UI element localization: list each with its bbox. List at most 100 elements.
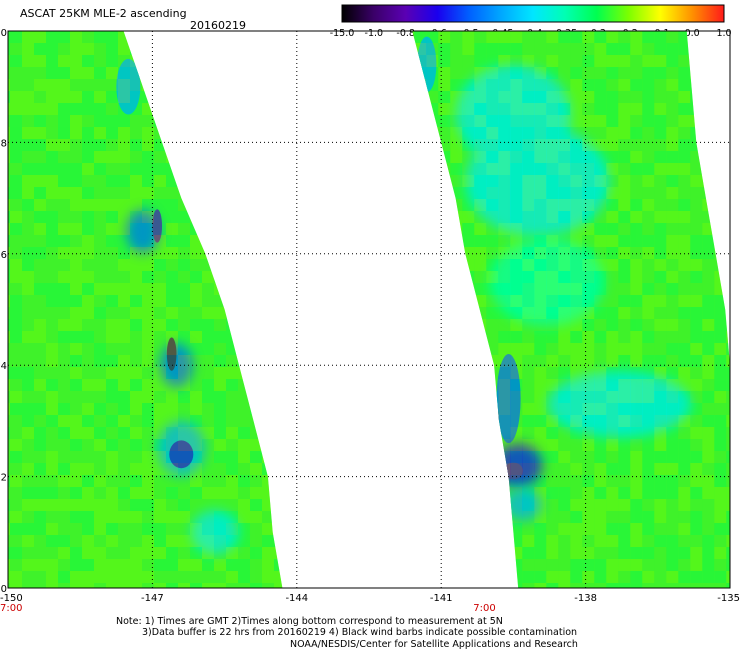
data-cell bbox=[450, 415, 463, 427]
data-cell bbox=[412, 583, 415, 588]
data-cell bbox=[726, 55, 730, 67]
data-cell bbox=[594, 487, 607, 499]
data-cell bbox=[510, 331, 523, 343]
data-cell bbox=[118, 427, 130, 439]
data-cell bbox=[714, 271, 727, 283]
data-cell bbox=[594, 331, 607, 343]
data-cell bbox=[214, 55, 226, 67]
data-cell bbox=[582, 511, 595, 523]
data-cell bbox=[618, 163, 631, 175]
data-cell bbox=[558, 307, 571, 319]
data-cell bbox=[412, 151, 415, 163]
data-cell bbox=[250, 31, 262, 43]
data-cell bbox=[94, 451, 106, 463]
data-cell bbox=[178, 55, 190, 67]
data-cell bbox=[46, 367, 58, 379]
data-cell bbox=[426, 187, 439, 199]
data-cell bbox=[618, 415, 631, 427]
data-cell bbox=[594, 115, 607, 127]
data-cell bbox=[666, 511, 679, 523]
data-cell bbox=[498, 31, 511, 43]
data-cell bbox=[702, 43, 715, 55]
data-cell bbox=[214, 535, 226, 547]
data-cell bbox=[510, 475, 523, 487]
data-cell bbox=[414, 115, 427, 127]
data-cell bbox=[412, 523, 415, 535]
data-cell bbox=[558, 367, 571, 379]
data-cell bbox=[474, 295, 487, 307]
data-cell bbox=[82, 247, 94, 259]
data-cell bbox=[214, 475, 226, 487]
data-cell bbox=[465, 125, 610, 238]
data-cell bbox=[702, 535, 715, 547]
data-cell bbox=[534, 439, 547, 451]
data-cell bbox=[522, 127, 535, 139]
data-cell bbox=[166, 355, 178, 367]
data-cell bbox=[486, 463, 499, 475]
data-cell bbox=[274, 379, 283, 391]
data-cell bbox=[262, 379, 274, 391]
data-cell bbox=[582, 259, 595, 271]
data-cell bbox=[412, 559, 415, 571]
data-cell bbox=[106, 211, 118, 223]
data-cell bbox=[486, 175, 499, 187]
data-cell bbox=[486, 391, 499, 403]
data-cell bbox=[594, 295, 607, 307]
data-cell bbox=[250, 307, 262, 319]
data-cell bbox=[522, 523, 535, 535]
data-cell bbox=[570, 115, 583, 127]
data-cell bbox=[558, 259, 571, 271]
data-cell bbox=[70, 307, 82, 319]
data-cell bbox=[250, 139, 262, 151]
data-cell bbox=[546, 259, 559, 271]
data-cell bbox=[10, 31, 22, 43]
data-cell bbox=[178, 91, 190, 103]
data-cell bbox=[642, 343, 655, 355]
data-cell bbox=[690, 259, 703, 271]
data-cell bbox=[250, 55, 262, 67]
data-cell bbox=[190, 475, 202, 487]
data-cell bbox=[474, 211, 487, 223]
data-cell bbox=[726, 211, 730, 223]
data-cell bbox=[82, 307, 94, 319]
data-cell bbox=[714, 367, 727, 379]
data-cell bbox=[654, 199, 667, 211]
data-cell bbox=[594, 415, 607, 427]
data-cell bbox=[726, 523, 730, 535]
data-cell bbox=[202, 211, 214, 223]
data-cell bbox=[462, 583, 475, 588]
data-cell bbox=[522, 139, 535, 151]
data-cell bbox=[522, 151, 535, 163]
data-cell bbox=[70, 55, 82, 67]
data-cell bbox=[262, 79, 274, 91]
data-cell bbox=[274, 571, 283, 583]
data-cell bbox=[570, 415, 583, 427]
data-cell bbox=[166, 571, 178, 583]
data-cell bbox=[438, 31, 451, 43]
data-cell bbox=[130, 571, 142, 583]
data-cell bbox=[202, 223, 214, 235]
data-cell bbox=[202, 583, 214, 588]
data-cell bbox=[522, 307, 535, 319]
data-cell bbox=[10, 523, 22, 535]
data-cell bbox=[202, 415, 214, 427]
data-cell bbox=[522, 547, 535, 559]
data-cell bbox=[8, 403, 10, 415]
data-cell bbox=[142, 163, 154, 175]
data-cell bbox=[130, 451, 142, 463]
data-cell bbox=[546, 79, 559, 91]
data-cell bbox=[546, 223, 559, 235]
data-cell bbox=[94, 415, 106, 427]
data-cell bbox=[594, 343, 607, 355]
data-cell bbox=[214, 583, 226, 588]
data-cell bbox=[274, 175, 283, 187]
data-cell bbox=[426, 403, 439, 415]
data-cell bbox=[438, 487, 451, 499]
data-cell bbox=[70, 547, 82, 559]
data-cell bbox=[130, 463, 142, 475]
data-cell bbox=[498, 55, 511, 67]
data-cell bbox=[666, 559, 679, 571]
data-cell bbox=[166, 31, 178, 43]
data-cell bbox=[726, 139, 730, 151]
data-cell bbox=[486, 67, 499, 79]
